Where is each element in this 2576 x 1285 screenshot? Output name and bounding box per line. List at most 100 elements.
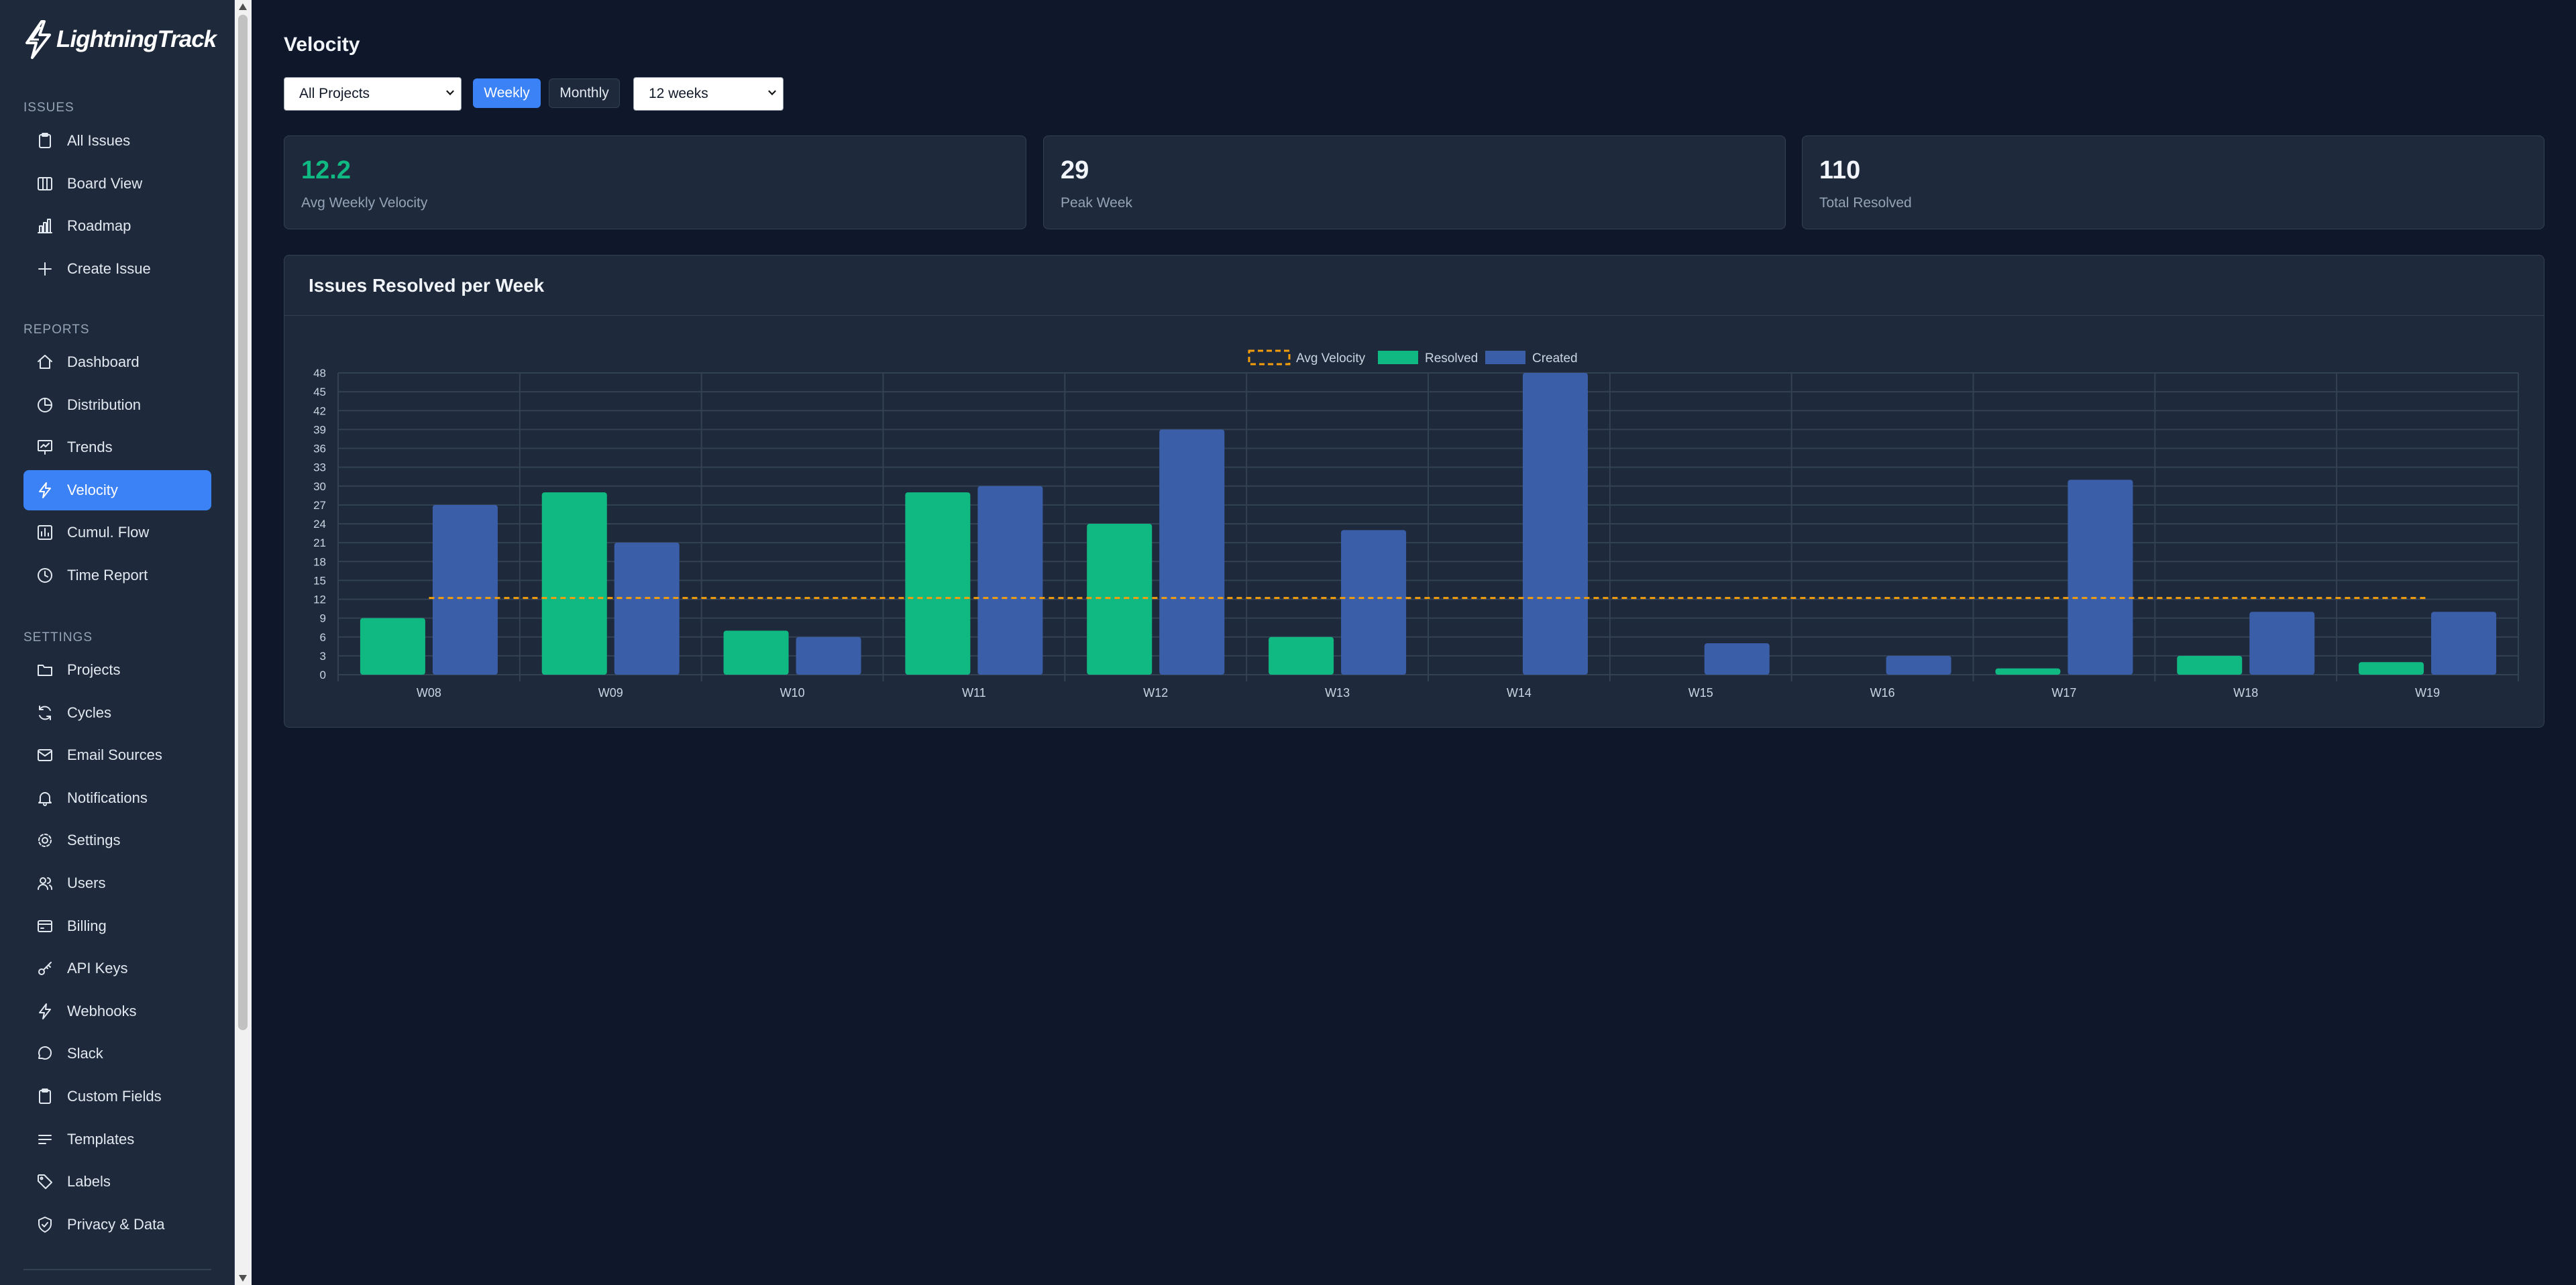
sidebar-item-roadmap[interactable]: Roadmap (23, 206, 211, 246)
plus-icon (38, 262, 52, 276)
range-select[interactable]: 12 weeks (633, 77, 784, 111)
bar-resolved (541, 492, 607, 675)
sidebar-item-slack[interactable]: Slack (23, 1033, 211, 1074)
presentation-chart-icon (38, 440, 52, 455)
x-tick-label: W15 (1688, 686, 1713, 700)
home-icon (38, 355, 52, 369)
sidebar-item-label: Cumul. Flow (67, 524, 150, 541)
sidebar-item-all-issues[interactable]: All Issues (23, 121, 211, 161)
bar-created (796, 636, 861, 675)
sidebar-item-webhooks[interactable]: Webhooks (23, 991, 211, 1031)
sidebar-item-dashboard[interactable]: Dashboard (23, 342, 211, 382)
y-tick-label: 18 (313, 555, 326, 568)
sidebar-item-labels[interactable]: Labels (23, 1162, 211, 1202)
y-tick-label: 33 (313, 461, 326, 474)
x-tick-label: W13 (1325, 686, 1350, 700)
sidebar-scrollbar[interactable] (235, 0, 252, 1285)
sidebar: LightningTrack Issues All Issues Board Vie… (0, 0, 235, 1285)
stat-label: Peak Week (1061, 195, 1132, 211)
y-tick-label: 3 (320, 650, 326, 663)
sidebar-item-label: Webhooks (67, 1003, 137, 1019)
sidebar-item-label: Privacy & Data (67, 1216, 165, 1233)
roadmap-chart-icon (38, 219, 52, 233)
bar-created (977, 486, 1043, 675)
bar-resolved (1995, 668, 2061, 675)
key-icon (38, 962, 52, 975)
clock-icon (38, 568, 52, 583)
velocity-chart-card: Issues Resolved per Week 0 3 6 9 12 15 18 21 24 2… (284, 255, 2544, 728)
sidebar-item-trends[interactable]: Trends (23, 427, 211, 467)
tag-icon (38, 1174, 52, 1189)
monthly-toggle-button[interactable]: Monthly (549, 78, 620, 108)
sidebar-item-label: Users (67, 875, 106, 891)
sidebar-item-label: Create Issue (67, 260, 151, 277)
sidebar-item-board-view[interactable]: Board View (23, 164, 211, 204)
users-icon (38, 877, 53, 890)
credit-card-icon (38, 920, 52, 932)
sidebar-item-cycles[interactable]: Cycles (23, 693, 211, 733)
stat-value: 29 (1061, 156, 1089, 184)
legend-label: Avg Velocity (1296, 351, 1366, 366)
sidebar-item-label: Trends (67, 439, 113, 455)
y-tick-label: 24 (313, 518, 326, 530)
sidebar-item-notifications[interactable]: Notifications (23, 778, 211, 818)
lightning-icon (39, 482, 51, 498)
page-title: Velocity (284, 34, 360, 56)
sidebar-item-label: API Keys (67, 960, 128, 976)
bar-created (1704, 643, 1770, 675)
y-tick-label: 12 (313, 594, 326, 606)
sidebar-item-users[interactable]: Users (23, 863, 211, 903)
sidebar-item-email-sources[interactable]: Email Sources (23, 735, 211, 775)
sidebar-item-custom-fields[interactable]: Custom Fields (23, 1076, 211, 1117)
sidebar-item-label: Board View (67, 175, 143, 192)
sidebar-item-projects[interactable]: Projects (23, 650, 211, 690)
bar-created (2068, 480, 2133, 675)
sidebar-item-label: Settings (67, 832, 121, 848)
y-tick-label: 6 (320, 631, 326, 644)
x-tick-label: W08 (417, 686, 441, 700)
sidebar-item-distribution[interactable]: Distribution (23, 385, 211, 425)
scroll-down-arrow-icon[interactable] (239, 1275, 247, 1282)
sidebar-item-create-issue[interactable]: Create Issue (23, 249, 211, 289)
sidebar-item-cumul-flow[interactable]: Cumul. Flow (23, 512, 211, 553)
sidebar-item-velocity[interactable]: Velocity (23, 470, 211, 510)
chevron-down-icon (768, 87, 776, 95)
scroll-up-arrow-icon[interactable] (239, 3, 247, 10)
bar-resolved (2359, 662, 2424, 675)
chart-title: Issues Resolved per Week (284, 256, 2544, 316)
app-logo[interactable]: LightningTrack (0, 0, 234, 79)
y-tick-label: 30 (313, 480, 326, 493)
sidebar-item-billing[interactable]: Billing (23, 906, 211, 946)
sidebar-item-label: Templates (67, 1131, 135, 1148)
sidebar-item-label: Slack (67, 1045, 103, 1062)
main-content: Velocity All Projects Weekly Monthly 12 … (252, 0, 2576, 1285)
sidebar-item-label: All Issues (67, 132, 131, 149)
sidebar-item-time-report[interactable]: Time Report (23, 555, 211, 596)
project-select[interactable]: All Projects (284, 77, 462, 111)
stat-value: 110 (1819, 156, 1861, 184)
sidebar-item-label: Labels (67, 1173, 111, 1190)
bar-created (2249, 612, 2315, 675)
bar-created (614, 543, 680, 675)
scrollbar-thumb[interactable] (238, 15, 248, 1030)
sidebar-item-templates[interactable]: Templates (23, 1119, 211, 1160)
lines-icon (38, 1135, 52, 1144)
x-tick-label: W09 (598, 686, 623, 700)
sidebar-item-label: Time Report (67, 567, 148, 583)
sidebar-item-label: Velocity (67, 482, 118, 498)
y-tick-label: 39 (313, 423, 326, 436)
sidebar-item-settings[interactable]: Settings (23, 820, 211, 860)
folder-icon (38, 665, 52, 676)
weekly-toggle-button[interactable]: Weekly (473, 78, 541, 108)
legend-swatch-avg-velocity (1248, 349, 1291, 366)
y-tick-label: 27 (313, 499, 326, 512)
sidebar-divider (23, 1269, 211, 1270)
columns-icon (38, 177, 52, 190)
sidebar-item-label: Custom Fields (67, 1088, 162, 1105)
sidebar-item-privacy-data[interactable]: Privacy & Data (23, 1205, 211, 1245)
stat-value: 12.2 (301, 156, 351, 184)
y-tick-label: 15 (313, 574, 326, 587)
stat-card-avg-velocity: 12.2 Avg Weekly Velocity (284, 135, 1026, 229)
sidebar-item-api-keys[interactable]: API Keys (23, 948, 211, 989)
